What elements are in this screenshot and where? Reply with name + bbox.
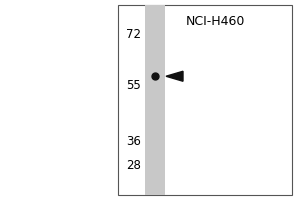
Text: 55: 55 [126,79,141,92]
Polygon shape [166,71,183,81]
Bar [118,5,292,195]
Bar [145,5,165,195]
Text: 72: 72 [126,28,141,41]
Text: NCI-H460: NCI-H460 [185,15,245,28]
Text: 36: 36 [126,135,141,148]
Text: 28: 28 [126,159,141,172]
